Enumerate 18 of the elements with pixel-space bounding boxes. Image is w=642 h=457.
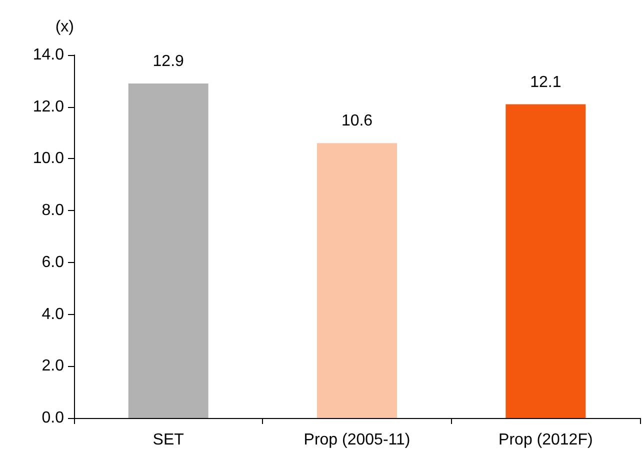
x-tick-label: SET: [152, 432, 184, 448]
x-tick-label: Prop (2012F): [498, 432, 593, 448]
y-tick-label: 6.0: [42, 254, 64, 271]
y-tick-label: 2.0: [42, 358, 64, 375]
y-tick-label: 12.0: [32, 98, 64, 116]
bar: [128, 84, 208, 418]
y-tick-label: 14.0: [32, 46, 64, 64]
data-label: 12.9: [152, 53, 184, 70]
y-tick-label: 10.0: [32, 150, 64, 168]
x-tick-label: Prop (2005-11): [304, 432, 410, 448]
y-tick-label: 4.0: [42, 306, 64, 323]
y-tick-label: 8.0: [42, 202, 64, 220]
data-label: 10.6: [341, 112, 373, 130]
y-axis-title: (x): [55, 18, 74, 36]
y-tick-label: 0.0: [42, 410, 64, 426]
bar: [506, 104, 586, 418]
data-label: 12.1: [530, 74, 562, 91]
bar: [317, 143, 397, 418]
